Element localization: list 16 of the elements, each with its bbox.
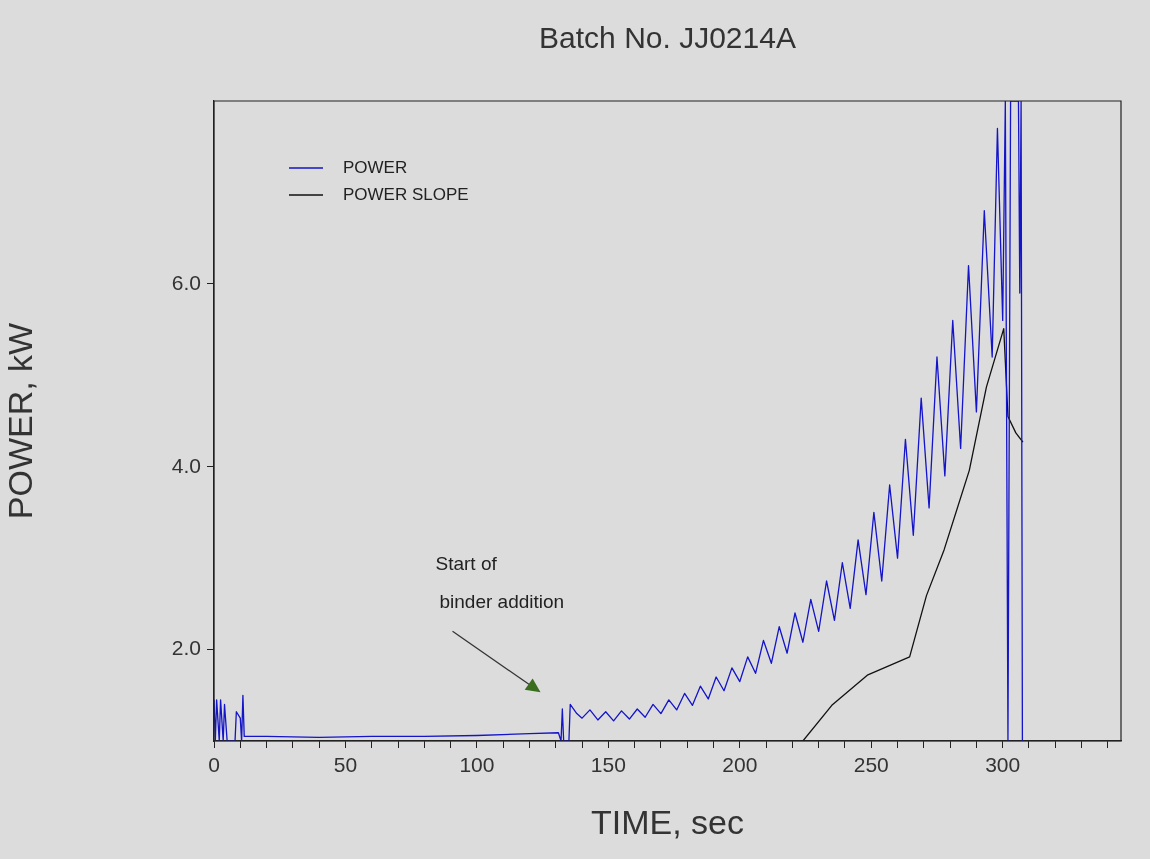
x-tick-label: 250 (853, 753, 889, 777)
y-tick-label: 6.0 (171, 270, 201, 294)
x-axis-title: TIME, sec (590, 802, 745, 841)
y-axis-title: POWER, kW (0, 322, 39, 520)
legend-label: POWER SLOPE (343, 184, 469, 204)
x-tick-label: 200 (722, 753, 758, 777)
y-tick-label: 2.0 (171, 636, 201, 660)
x-tick-label: 150 (590, 753, 626, 777)
y-tick-label: 4.0 (171, 453, 201, 477)
chart-title: Batch No. JJ0214A (539, 21, 796, 55)
x-tick-label: 100 (459, 753, 495, 777)
annotation: Start of binder addition (435, 552, 565, 612)
x-tick-label: 50 (333, 753, 358, 777)
x-tick-label: 300 (985, 753, 1021, 777)
x-tick-label: 0 (208, 753, 220, 777)
legend-label: POWER (343, 157, 408, 177)
